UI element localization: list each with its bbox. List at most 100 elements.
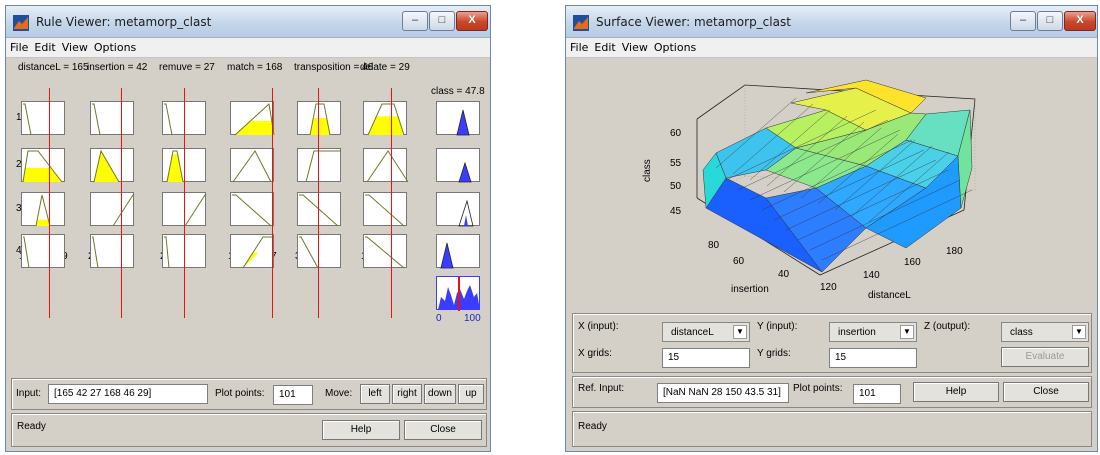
close-button[interactable]: Close — [404, 420, 482, 440]
input-mf-plot[interactable] — [90, 101, 134, 136]
status-text: Ready — [17, 421, 46, 432]
output-mf-plot[interactable] — [436, 148, 480, 183]
surface-viewer-window: Surface Viewer: metamorp_clast – □ X Fil… — [565, 5, 1098, 452]
surface-patch — [957, 109, 973, 209]
input-mf-plot[interactable] — [230, 101, 275, 136]
close-window-button[interactable]: X — [456, 11, 488, 31]
input-mf-plot[interactable] — [21, 101, 65, 136]
x-tick: 180 — [946, 246, 963, 257]
x-axis-label: distanceL — [868, 290, 911, 301]
output-var-label: class = 47.8 — [431, 86, 485, 97]
input-value-indicator[interactable] — [49, 88, 50, 318]
input-label: Input: — [16, 388, 42, 399]
input-var-label: delate = 29 — [360, 62, 410, 73]
input-mf-plot[interactable] — [230, 234, 274, 269]
surface-patch — [702, 152, 727, 209]
input-value-indicator[interactable] — [121, 88, 122, 318]
surface-viewer-client: class 45 50 55 60 80 60 40 insertion 120… — [566, 58, 1097, 451]
rule-number: 2 — [16, 159, 22, 170]
input-var-label: transposition = 46 — [294, 62, 374, 73]
status-text: Ready — [578, 421, 607, 432]
plot-points-label: Plot points: — [793, 383, 843, 394]
input-mf-plot[interactable] — [21, 234, 65, 269]
input-value-indicator[interactable] — [391, 88, 392, 318]
mesh-line — [817, 133, 899, 205]
plot-points-field[interactable]: 101 — [853, 384, 901, 404]
y-tick: 60 — [733, 256, 745, 267]
input-mf-plot[interactable] — [21, 192, 65, 227]
input-mf-plot[interactable] — [363, 148, 408, 183]
plot-points-field[interactable]: 101 — [273, 385, 313, 405]
menu-view[interactable]: View — [61, 41, 88, 54]
mesh-line — [800, 127, 882, 199]
menu-file[interactable]: File — [10, 41, 29, 54]
help-button[interactable]: Help — [322, 420, 400, 440]
z-output-select[interactable]: class ▼ — [1001, 322, 1089, 342]
input-var-label: match = 168 — [227, 62, 283, 73]
input-mf-plot[interactable] — [363, 192, 407, 227]
input-mf-plot[interactable] — [363, 101, 407, 136]
mesh-line — [868, 151, 950, 223]
mesh-line — [783, 121, 865, 193]
x-input-select[interactable]: distanceL ▼ — [662, 322, 750, 342]
axis-config-panel: X (input): distanceL ▼ Y (input): insert… — [572, 313, 1092, 373]
y-input-select[interactable]: insertion ▼ — [829, 322, 917, 342]
x-tick: 160 — [904, 257, 921, 268]
input-mf-plot[interactable] — [230, 192, 274, 227]
z-output-label: Z (output): — [924, 321, 971, 332]
move-right-button[interactable]: right — [392, 384, 422, 404]
input-mf-plot[interactable] — [297, 192, 341, 227]
input-mf-plot[interactable] — [90, 234, 134, 269]
evaluate-button[interactable]: Evaluate — [1001, 347, 1089, 367]
menu-view[interactable]: View — [621, 41, 648, 54]
move-up-button[interactable]: up — [458, 384, 484, 404]
minimize-button[interactable]: – — [402, 11, 428, 31]
input-mf-plot[interactable] — [297, 234, 341, 269]
close-window-button[interactable]: X — [1064, 11, 1096, 31]
surface-plot[interactable]: class 45 50 55 60 80 60 40 insertion 120… — [566, 58, 1097, 310]
input-value-indicator[interactable] — [272, 88, 273, 318]
input-value-indicator[interactable] — [184, 88, 185, 318]
ref-input-label: Ref. Input: — [578, 383, 625, 394]
menu-edit[interactable]: Edit — [34, 41, 56, 54]
input-mf-plot[interactable] — [90, 192, 134, 227]
z-output-value: class — [1010, 327, 1033, 338]
output-mf-plot[interactable] — [436, 192, 480, 227]
menu-edit[interactable]: Edit — [594, 41, 616, 54]
input-mf-plot[interactable] — [230, 148, 274, 183]
rule-viewer-titlebar[interactable]: Rule Viewer: metamorp_clast – □ X — [6, 6, 490, 38]
rule-viewer-window: Rule Viewer: metamorp_clast – □ X File Ed… — [5, 5, 491, 452]
output-mf-plot[interactable] — [436, 234, 480, 269]
input-field[interactable]: [165 42 27 168 46 29] — [48, 384, 208, 404]
input-mf-plot[interactable] — [363, 234, 407, 269]
help-button[interactable]: Help — [913, 382, 999, 402]
input-mf-plot[interactable] — [297, 101, 341, 136]
z-tick: 50 — [670, 181, 682, 192]
y-grids-field[interactable]: 15 — [829, 348, 917, 368]
input-var-label: distanceL = 165 — [18, 62, 89, 73]
aggregated-output-plot[interactable] — [436, 276, 480, 311]
input-mf-plot[interactable] — [21, 148, 65, 183]
input-mf-plot[interactable] — [90, 148, 134, 183]
y-tick: 80 — [708, 240, 720, 251]
menu-options[interactable]: Options — [653, 41, 697, 54]
minimize-button[interactable]: – — [1010, 11, 1036, 31]
output-mf-plot[interactable] — [436, 101, 480, 136]
y-tick: 40 — [778, 269, 790, 280]
move-down-button[interactable]: down — [424, 384, 456, 404]
ref-input-field[interactable]: [NaN NaN 28 150 43.5 31] — [657, 383, 789, 403]
surface-viewer-titlebar[interactable]: Surface Viewer: metamorp_clast – □ X — [566, 6, 1097, 38]
input-mf-plot[interactable] — [297, 148, 341, 183]
x-grids-field[interactable]: 15 — [662, 348, 750, 368]
maximize-button[interactable]: □ — [429, 11, 455, 31]
menu-options[interactable]: Options — [93, 41, 137, 54]
mesh-line — [851, 145, 933, 217]
move-left-button[interactable]: left — [360, 384, 390, 404]
rule-number: 3 — [16, 203, 22, 214]
mesh-line — [821, 189, 973, 261]
x-input-value: distanceL — [671, 327, 714, 338]
menu-file[interactable]: File — [570, 41, 589, 54]
input-value-indicator[interactable] — [318, 88, 319, 318]
close-button[interactable]: Close — [1003, 382, 1089, 402]
maximize-button[interactable]: □ — [1037, 11, 1063, 31]
